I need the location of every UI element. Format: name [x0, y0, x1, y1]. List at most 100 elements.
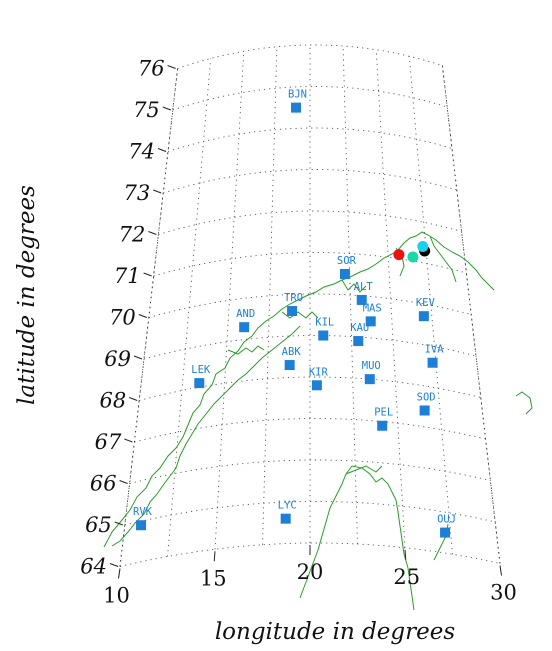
parallel-72 — [158, 210, 462, 235]
lat-tick-mark-72 — [148, 231, 157, 235]
frame-edge-30 — [441, 65, 501, 564]
lat-tick-mark-66 — [119, 480, 128, 484]
station-marker — [440, 527, 451, 538]
lat-tick-label-75: 75 — [133, 98, 160, 122]
parallel-70 — [148, 293, 472, 318]
station-label: PEL — [374, 407, 393, 419]
station-label: AND — [236, 308, 255, 320]
lat-tick-mark-73 — [153, 189, 162, 194]
station-label: KIL — [315, 317, 334, 329]
station-label: LYC — [278, 500, 297, 512]
station-label: MAS — [363, 302, 382, 314]
lat-tick-label-74: 74 — [128, 140, 155, 164]
station-label: OUJ — [437, 514, 456, 526]
station-marker — [280, 513, 291, 524]
coastline-segment-8 — [391, 491, 415, 611]
parallel-66 — [129, 459, 491, 484]
parallel-65 — [124, 501, 496, 526]
station-abk: ABK — [282, 346, 302, 371]
coastline-segment-12 — [429, 235, 457, 283]
station-marker — [419, 405, 430, 416]
parallel-76 — [177, 44, 443, 69]
station-marker — [377, 420, 388, 431]
station-marker — [418, 311, 429, 322]
lat-tick-label-65: 65 — [85, 513, 112, 537]
station-tro: TRO — [284, 292, 303, 317]
coastline-segment-3 — [227, 345, 265, 355]
station-label: KIR — [309, 366, 329, 378]
lat-tick-mark-67 — [124, 438, 133, 443]
graticule — [119, 44, 501, 567]
lat-tick-mark-71 — [143, 272, 152, 277]
station-label: KEV — [416, 297, 436, 309]
coastline-segment-4 — [281, 311, 319, 319]
station-alt: ALT — [354, 281, 373, 305]
lat-tick-label-76: 76 — [138, 57, 165, 81]
station-lek: LEK — [191, 364, 211, 389]
station-sod: SOD — [417, 391, 436, 416]
lat-tick-mark-65 — [114, 521, 123, 526]
parallel-67 — [134, 418, 486, 443]
lat-tick-label-66: 66 — [90, 472, 117, 496]
station-marker — [291, 102, 302, 113]
station-marker — [356, 294, 367, 305]
station-and: AND — [236, 308, 255, 333]
station-label: SOR — [337, 255, 357, 267]
station-kau: KAU — [350, 322, 369, 347]
station-marker — [427, 357, 438, 368]
coastline-segment-9 — [515, 391, 533, 415]
lat-tick-label-68: 68 — [99, 389, 126, 413]
lat-tick-mark-75 — [162, 106, 171, 111]
latitude-ticks: 64 65 66 67 68 69 70 71 72 73 74 75 76 — [80, 57, 176, 579]
station-marker — [311, 380, 322, 391]
lat-tick-label-69: 69 — [104, 347, 131, 371]
station-label: KAU — [350, 322, 369, 334]
station-pel: PEL — [374, 407, 393, 431]
y-axis-title: latitude in degrees — [14, 185, 40, 405]
station-marker — [365, 316, 376, 327]
event-marker-red — [393, 249, 405, 261]
x-axis-title: longitude in degrees — [215, 619, 456, 645]
station-muo: MUO — [362, 360, 381, 385]
coastline-segment-1 — [103, 231, 495, 548]
station-rvk: RVK — [133, 506, 153, 531]
lat-tick-label-64: 64 — [80, 555, 107, 579]
station-mas: MAS — [363, 302, 382, 327]
longitude-ticks: 10 15 20 25 30 — [103, 545, 517, 608]
station-marker — [136, 520, 147, 531]
event-marker-green — [407, 251, 419, 263]
station-label: RVK — [133, 506, 153, 518]
lat-tick-mark-69 — [133, 355, 143, 360]
station-marker — [339, 268, 350, 279]
lat-tick-mark-76 — [167, 65, 176, 69]
lat-tick-label-71: 71 — [114, 264, 141, 288]
meridian-15 — [214, 51, 245, 550]
station-sor: SOR — [337, 255, 357, 279]
parallel-75 — [172, 86, 448, 111]
station-kir: KIR — [309, 366, 329, 391]
lat-tick-mark-70 — [138, 314, 147, 318]
lon-tick-mark-25 — [404, 549, 407, 560]
coastline — [103, 231, 533, 611]
station-marker — [353, 336, 364, 347]
meridian-25 — [375, 49, 406, 548]
lon-tick-label-20: 20 — [297, 560, 324, 584]
station-marker — [364, 374, 375, 385]
lon-tick-mark-15 — [213, 551, 216, 562]
meridian-17.5 — [262, 46, 278, 545]
station-ouj: OUJ — [437, 514, 456, 538]
lon-tick-label-25: 25 — [393, 565, 420, 589]
station-marker — [287, 306, 298, 317]
station-marker — [318, 330, 329, 341]
coastline-segment-2 — [111, 325, 301, 547]
meridian-27.5 — [408, 56, 453, 555]
station-label: LEK — [191, 364, 211, 376]
station-lyc: LYC — [278, 500, 297, 524]
event-markers — [393, 241, 431, 263]
station-label: ABK — [282, 346, 302, 358]
coastline-segment-7 — [345, 465, 383, 475]
lon-tick-label-15: 15 — [200, 566, 227, 590]
lat-tick-mark-64 — [109, 563, 119, 567]
station-kev: KEV — [416, 297, 436, 322]
